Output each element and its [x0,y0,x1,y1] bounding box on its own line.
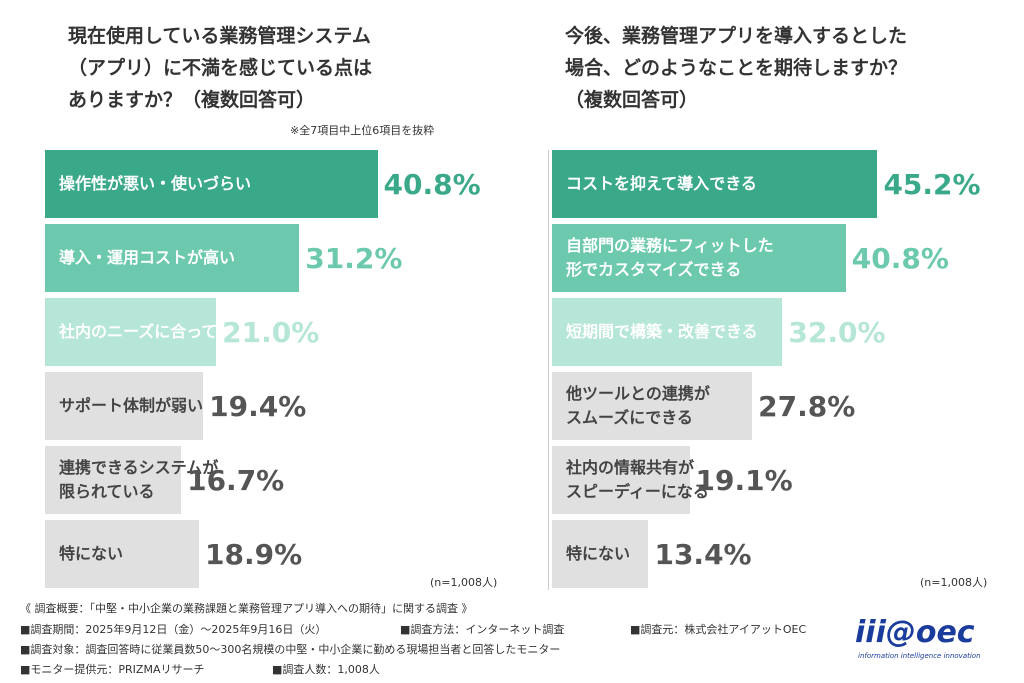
category-label: サポート体制が弱い [59,396,204,415]
value-label: 45.2% [883,167,981,201]
category-label: 連携できるシステムが 限られている [59,458,219,501]
value-label: 31.2% [305,241,403,275]
bar [45,224,300,292]
value-label: 40.8% [383,167,481,201]
bar [45,520,200,588]
footer-item: ■調査方法：インターネット調査 [400,623,565,636]
footer-item: ■調査対象：調査回答時に従業員数50〜300名規模の中堅・中小企業に勤める現場担… [20,643,561,656]
category-label: 導入・運用コストが高い [59,248,236,267]
logo-tagline: information intelligence innovation [858,652,981,660]
footer-item: ■調査元：株式会社アイアットOEC [630,623,807,636]
category-label: 特にない [59,544,124,563]
bar [45,150,378,218]
logo: iii@oec [855,615,975,650]
category-label: 他ツールとの連携が スムーズにできる [566,384,710,427]
chart-title: 今後、業務管理アプリを導入するとした 場合、どのようなことを期待しますか？ （複… [565,25,908,111]
footer-item: ■調査人数：1,008人 [272,663,380,676]
bar [45,298,217,366]
category-label: コストを抑えて導入できる [566,174,757,193]
bar [45,446,182,514]
sample-size: (n=1,008人) [430,576,498,589]
category-label: 操作性が悪い・使いづらい [59,174,252,193]
value-label: 19.1% [695,463,793,497]
category-label: 自部門の業務にフィットした 形でカスタマイズできる [566,236,774,279]
category-label: 社内のニーズに合っていない [59,322,266,341]
value-label: 13.4% [654,537,752,571]
value-label: 16.7% [187,463,285,497]
chart-title: 現在使用している業務管理システム （アプリ）に不満を感じている点は ありますか？… [68,25,373,111]
category-label: 社内の情報共有が スピーディーになる [566,458,709,501]
value-label: 18.9% [205,537,303,571]
category-label: 特にない [566,544,631,563]
footer-heading: 《 調査概要：「中堅・中小企業の業務課題と業務管理アプリ導入への期待」に関する調… [20,602,473,615]
bar [552,298,783,366]
bar [552,224,846,292]
bar [552,520,649,588]
bar [45,372,204,440]
divider [548,150,549,590]
footer-item: ■調査期間：2025年9月12日（金）〜2025年9月16日（火） [20,623,327,636]
value-label: 27.8% [758,389,856,423]
bar [552,446,690,514]
value-label: 21.0% [222,315,320,349]
note: ※全7項目中上位6項目を抜粋 [290,124,435,137]
value-label: 32.0% [788,315,886,349]
footer-item: ■モニター提供元：PRIZMAリサーチ [20,663,205,676]
value-label: 19.4% [209,389,307,423]
category-label: 短期間で構築・改善できる [566,322,758,341]
bar [552,150,878,218]
sample-size: (n=1,008人) [920,576,988,589]
bar [552,372,753,440]
value-label: 40.8% [851,241,949,275]
